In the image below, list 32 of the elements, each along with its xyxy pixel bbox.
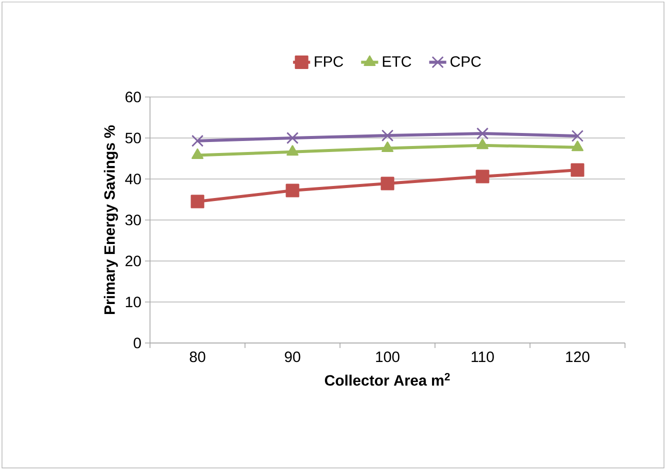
y-tick-label: 50	[125, 132, 141, 144]
x-tick-label: 90	[284, 352, 300, 362]
point	[382, 141, 394, 152]
point	[571, 130, 584, 142]
y-axis-title: Primary Energy Savings %	[104, 125, 118, 314]
point	[381, 129, 394, 142]
y-tick-label: 20	[126, 256, 141, 266]
x-tick-label: 80	[190, 352, 206, 362]
point	[191, 134, 204, 147]
y-tick-label: 60	[126, 92, 141, 102]
legend-label: ETC	[382, 56, 412, 67]
x-tick-label: 120	[566, 352, 590, 362]
point	[286, 184, 300, 198]
x-axis-title: Collector Area m$^{2}$	[324, 373, 450, 386]
y-tick-label: 0	[134, 338, 141, 348]
point	[380, 176, 394, 190]
point	[190, 194, 204, 208]
legend-label: FPC	[314, 56, 344, 67]
y-tick-label: 10	[126, 296, 141, 308]
x-tick-label: 110	[472, 352, 494, 362]
y-tick-label: 30	[125, 214, 141, 226]
point	[476, 138, 488, 150]
y-tick-label: 40	[125, 174, 141, 184]
point	[286, 132, 299, 144]
point	[570, 163, 584, 177]
legend-label: CPC	[450, 56, 481, 67]
x-tick-label: 100	[376, 352, 400, 362]
point	[572, 140, 584, 152]
point	[476, 127, 489, 140]
point	[192, 148, 204, 159]
point	[476, 170, 490, 184]
point	[286, 145, 298, 156]
